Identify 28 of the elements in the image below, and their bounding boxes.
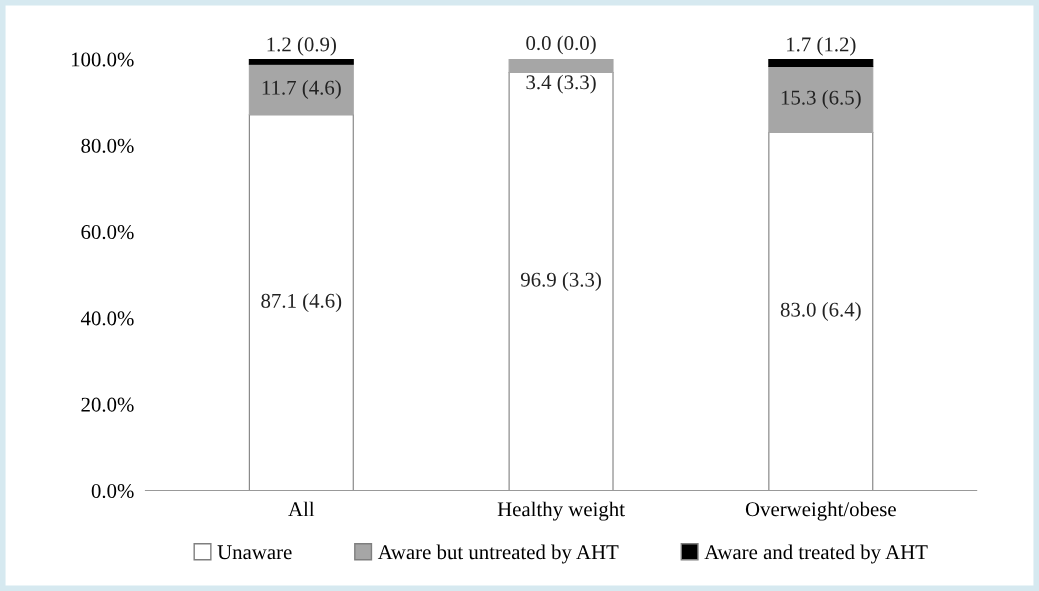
bar: [768, 131, 874, 491]
data-label: 83.0 (6.4): [780, 302, 861, 321]
x-tick-label: Healthy weight: [497, 501, 625, 521]
bar: [768, 65, 874, 133]
data-label: 15.3 (6.5): [781, 89, 861, 109]
data-label: 0.0 (0.0): [526, 35, 596, 55]
data-label: 11.7 (4.6): [262, 80, 341, 99]
legend-label: Unaware: [217, 545, 292, 560]
y-tick-label: 80.0%: [81, 138, 134, 153]
bar: [248, 63, 354, 116]
legend-label: Aware and treated by AHT: [704, 544, 928, 564]
y-tick-label: 40.0%: [80, 311, 134, 326]
x-tick-label: Overweight/obese: [745, 501, 896, 521]
bar: [248, 59, 354, 65]
x-tick-label: All: [288, 501, 315, 517]
data-label: 87.1 (4.6): [261, 293, 342, 313]
y-tick-label: 20.0%: [81, 397, 134, 412]
bar: [248, 114, 354, 491]
bar: [768, 59, 874, 67]
bar: [508, 71, 614, 491]
y-tick-label: 60.0%: [81, 225, 134, 240]
y-tick-label: 100.0%: [71, 52, 134, 67]
data-label: 96.9 (3.3): [520, 272, 601, 291]
data-label: 1.7 (1.2): [787, 36, 856, 56]
data-label: 3.4 (3.3): [526, 74, 596, 94]
legend-label: Aware but untreated by AHT: [377, 544, 619, 564]
data-label: 1.2 (0.9): [267, 36, 336, 56]
y-tick-label: 0.0%: [91, 483, 134, 499]
